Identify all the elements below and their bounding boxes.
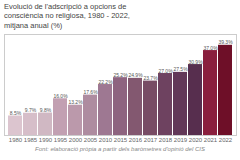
html-text:Evolució de l'adscripció a opc: Evolució de l'adscripció a opcions de co… — [4, 2, 130, 30]
svg-text:23.7%: 23.7% — [143, 75, 158, 81]
svg-text:2018: 2018 — [159, 137, 173, 143]
svg-text:2017: 2017 — [144, 137, 158, 143]
svg-text:2020: 2020 — [189, 137, 203, 143]
svg-text:2010: 2010 — [99, 137, 113, 143]
svg-text:25.2%: 25.2% — [113, 72, 128, 78]
svg-text:16.0%: 16.0% — [53, 93, 68, 99]
svg-text:22.2%: 22.2% — [98, 79, 113, 85]
svg-text:27.0%: 27.0% — [158, 68, 173, 74]
svg-text:27.5%: 27.5% — [173, 67, 188, 73]
svg-text:30.9%: 30.9% — [188, 59, 203, 65]
svg-text:2016: 2016 — [129, 137, 143, 143]
svg-text:37.0%: 37.0% — [203, 45, 218, 51]
svg-text:24.9%: 24.9% — [128, 72, 143, 78]
svg-text:2019: 2019 — [174, 137, 188, 143]
svg-text:2022: 2022 — [219, 137, 233, 143]
svg-text:9.8%: 9.8% — [40, 107, 52, 113]
svg-text:2005: 2005 — [84, 137, 98, 143]
svg-text:1995: 1995 — [54, 137, 68, 143]
svg-text:13.2%: 13.2% — [68, 99, 83, 105]
svg-text:2000: 2000 — [69, 137, 83, 143]
svg-text:1980: 1980 — [9, 137, 23, 143]
svg-text:17.6%: 17.6% — [83, 89, 98, 95]
svg-text:8.5%: 8.5% — [10, 110, 22, 116]
html-text:Font: elaboració pròpia a part: Font: elaboració pròpia a partir dels ba… — [35, 146, 205, 153]
svg-text:1985: 1985 — [24, 137, 38, 143]
svg-text:2021: 2021 — [204, 137, 218, 143]
svg-text:1990: 1990 — [39, 137, 53, 143]
svg-text:9.7%: 9.7% — [25, 107, 37, 113]
svg-text:39.3%: 39.3% — [218, 39, 233, 45]
svg-text:2015: 2015 — [114, 137, 128, 143]
